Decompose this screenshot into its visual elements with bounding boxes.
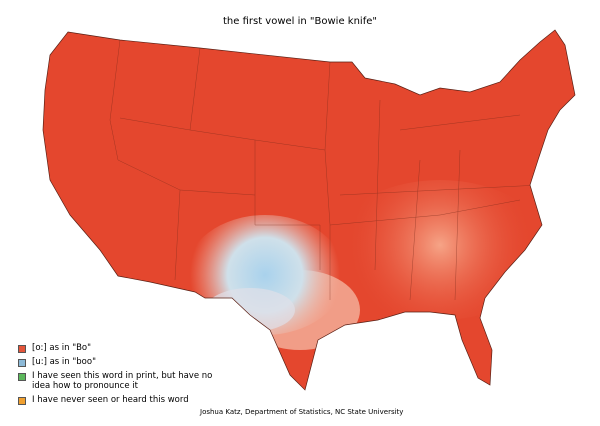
legend-swatch (18, 397, 26, 405)
legend-swatch (18, 373, 26, 381)
map-title: the first vowel in "Bowie knife" (223, 16, 377, 27)
legend-label: [o:] as in "Bo" (32, 343, 92, 353)
legend: [o:] as in "Bo" [u:] as in "boo" I have se… (18, 343, 238, 409)
map-outline (42, 29, 576, 391)
legend-label: I have seen this word in print, but have… (32, 371, 213, 391)
credit: Joshua Katz, Department of Statistics, N… (200, 408, 404, 416)
legend-item: I have seen this word in print, but have… (18, 371, 238, 391)
legend-item: [o:] as in "Bo" (18, 343, 238, 353)
legend-item: [u:] as in "boo" (18, 357, 238, 367)
legend-item: I have never seen or heard this word (18, 395, 238, 405)
legend-label: I have never seen or heard this word (32, 395, 189, 405)
legend-label: [u:] as in "boo" (32, 357, 96, 367)
legend-swatch (18, 359, 26, 367)
legend-swatch (18, 345, 26, 353)
